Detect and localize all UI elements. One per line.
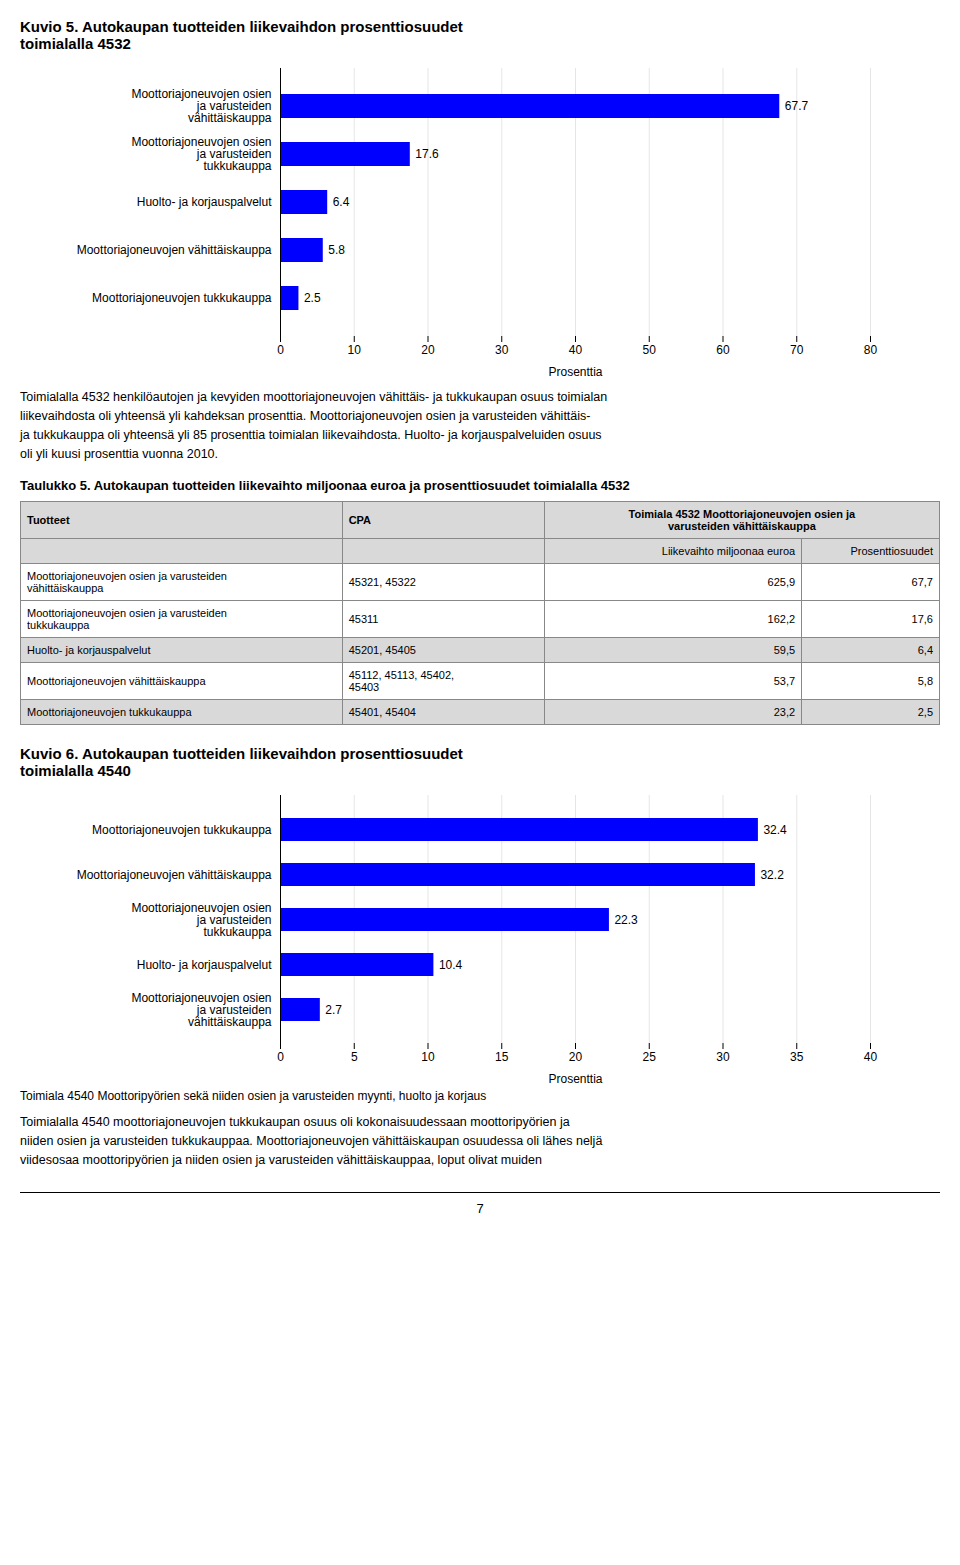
html-text:23,2: 23,2 (773, 706, 796, 718)
html-text:oli yli kuusi prosenttia vuonn: oli yli kuusi prosenttia vuonna 2010. (20, 447, 218, 461)
svg-text:5: 5 (351, 1050, 358, 1064)
svg-text:10.4: 10.4 (439, 958, 463, 972)
html-text:6,4: 6,4 (917, 644, 933, 656)
html-text:Moottoriajoneuvojen osien ja v: Moottoriajoneuvojen osien ja varusteiden… (27, 607, 227, 631)
svg-text:67.7: 67.7 (785, 99, 809, 113)
html-text:viidesosaa moottoripyörien ja: viidesosaa moottoripyörien ja niiden osi… (20, 1153, 542, 1167)
svg-text:10: 10 (348, 343, 362, 357)
svg-text:32.4: 32.4 (763, 823, 787, 837)
html-text:Toimialalla 4532 henkilöautoje: Toimialalla 4532 henkilöautojen ja kevyi… (20, 390, 608, 404)
html-text:liikevaihdosta oli yhteensä yl: liikevaihdosta oli yhteensä yli kahdeksa… (20, 409, 591, 423)
svg-text:Moottoriajoneuvojen osienja va: Moottoriajoneuvojen osienja varusteident… (131, 901, 271, 939)
svg-text:60: 60 (716, 343, 730, 357)
html-text:Taulukko 5. Autokaupan tuottei: Taulukko 5. Autokaupan tuotteiden liikev… (20, 478, 630, 493)
svg-text:6.4: 6.4 (333, 195, 350, 209)
svg-text:Huolto- ja korjauspalvelut: Huolto- ja korjauspalvelut (137, 195, 272, 209)
html-text:Moottoriajoneuvojen tukkukaupp: Moottoriajoneuvojen tukkukauppa (27, 706, 192, 718)
html-text:45311: 45311 (348, 613, 379, 625)
svg-text:32.2: 32.2 (760, 868, 784, 882)
svg-text:2.5: 2.5 (304, 291, 321, 305)
svg-text:Moottoriajoneuvojen vähittäisk: Moottoriajoneuvojen vähittäiskauppa (77, 868, 272, 882)
svg-text:Prosenttia: Prosenttia (548, 1072, 602, 1086)
svg-text:30: 30 (495, 343, 509, 357)
html-text:45321, 45322: 45321, 45322 (348, 576, 416, 588)
svg-text:Moottoriajoneuvojen osienja va: Moottoriajoneuvojen osienja varusteidenv… (131, 991, 271, 1029)
html-text:45401, 45404: 45401, 45404 (348, 706, 416, 718)
html-text:Toimialalla 4540 moottoriajone: Toimialalla 4540 moottoriajoneuvojen tuk… (20, 1115, 570, 1129)
svg-text:Moottoriajoneuvojen osienja va: Moottoriajoneuvojen osienja varusteidenv… (131, 87, 271, 125)
html-text:Liikevaihto miljoonaa euroa: Liikevaihto miljoonaa euroa (661, 545, 796, 557)
svg-text:17.6: 17.6 (415, 147, 439, 161)
html-text:45201, 45405: 45201, 45405 (348, 644, 416, 656)
html-text:17,6: 17,6 (911, 613, 933, 625)
svg-text:Moottoriajoneuvojen tukkukaupp: Moottoriajoneuvojen tukkukauppa (92, 823, 272, 837)
html-text:CPA: CPA (348, 514, 372, 526)
html-text:2,5: 2,5 (917, 706, 933, 718)
svg-text:35: 35 (790, 1050, 804, 1064)
svg-text:0: 0 (277, 1050, 284, 1064)
svg-text:Moottoriajoneuvojen osienja va: Moottoriajoneuvojen osienja varusteident… (131, 135, 271, 173)
html-text:162,2: 162,2 (767, 613, 796, 625)
html-text:Moottoriajoneuvojen osien ja v: Moottoriajoneuvojen osien ja varusteiden… (27, 570, 227, 594)
svg-text:Moottoriajoneuvojen tukkukaupp: Moottoriajoneuvojen tukkukauppa (92, 291, 272, 305)
html-text:Toimiala 4532 Moottoriajoneuvo: Toimiala 4532 Moottoriajoneuvojen osien … (628, 508, 856, 532)
svg-text:80: 80 (864, 343, 878, 357)
html-text:7: 7 (476, 1201, 484, 1216)
html-text:5,8: 5,8 (917, 675, 933, 687)
html-text:45112, 45113, 45402, 45403: 45112, 45113, 45402, 45403 (348, 669, 455, 693)
html-text:Toimiala 4540 Moottoripyörien: Toimiala 4540 Moottoripyörien sekä niide… (20, 1089, 487, 1103)
html-text:Moottoriajoneuvojen vähittäisk: Moottoriajoneuvojen vähittäiskauppa (27, 675, 206, 687)
svg-text:70: 70 (790, 343, 804, 357)
svg-text:Huolto- ja korjauspalvelut: Huolto- ja korjauspalvelut (137, 958, 272, 972)
html-text:Kuvio 5. Autokaupan tuotteiden: Kuvio 5. Autokaupan tuotteiden liikevaih… (20, 18, 463, 52)
svg-text:20: 20 (421, 343, 435, 357)
svg-text:25: 25 (643, 1050, 657, 1064)
html-text:niiden osien ja varusteiden tu: niiden osien ja varusteiden tukkukauppaa… (20, 1134, 603, 1148)
svg-text:0: 0 (277, 343, 284, 357)
svg-text:22.3: 22.3 (614, 913, 638, 927)
svg-text:Prosenttia: Prosenttia (548, 365, 602, 379)
html-text:625,9: 625,9 (767, 576, 796, 588)
html-text:53,7: 53,7 (773, 675, 796, 687)
svg-text:50: 50 (643, 343, 657, 357)
html-text:Kuvio 6. Autokaupan tuotteiden: Kuvio 6. Autokaupan tuotteiden liikevaih… (20, 745, 463, 779)
svg-text:30: 30 (716, 1050, 730, 1064)
svg-text:10: 10 (421, 1050, 435, 1064)
html-text:Huolto- ja korjauspalvelut: Huolto- ja korjauspalvelut (27, 644, 151, 656)
html-text:Prosenttiosuudet: Prosenttiosuudet (850, 545, 933, 557)
html-text:59,5: 59,5 (773, 644, 796, 656)
svg-text:2.7: 2.7 (325, 1003, 342, 1017)
svg-text:40: 40 (569, 343, 583, 357)
svg-text:5.8: 5.8 (328, 243, 345, 257)
svg-text:40: 40 (864, 1050, 878, 1064)
svg-text:20: 20 (569, 1050, 583, 1064)
html-text:Tuotteet: Tuotteet (27, 514, 70, 526)
svg-text:Moottoriajoneuvojen vähittäisk: Moottoriajoneuvojen vähittäiskauppa (77, 243, 272, 257)
html-text:67,7: 67,7 (911, 576, 933, 588)
html-text:ja tukkukauppa oli yhteensä yl: ja tukkukauppa oli yhteensä yli 85 prose… (20, 428, 602, 442)
svg-text:15: 15 (495, 1050, 509, 1064)
